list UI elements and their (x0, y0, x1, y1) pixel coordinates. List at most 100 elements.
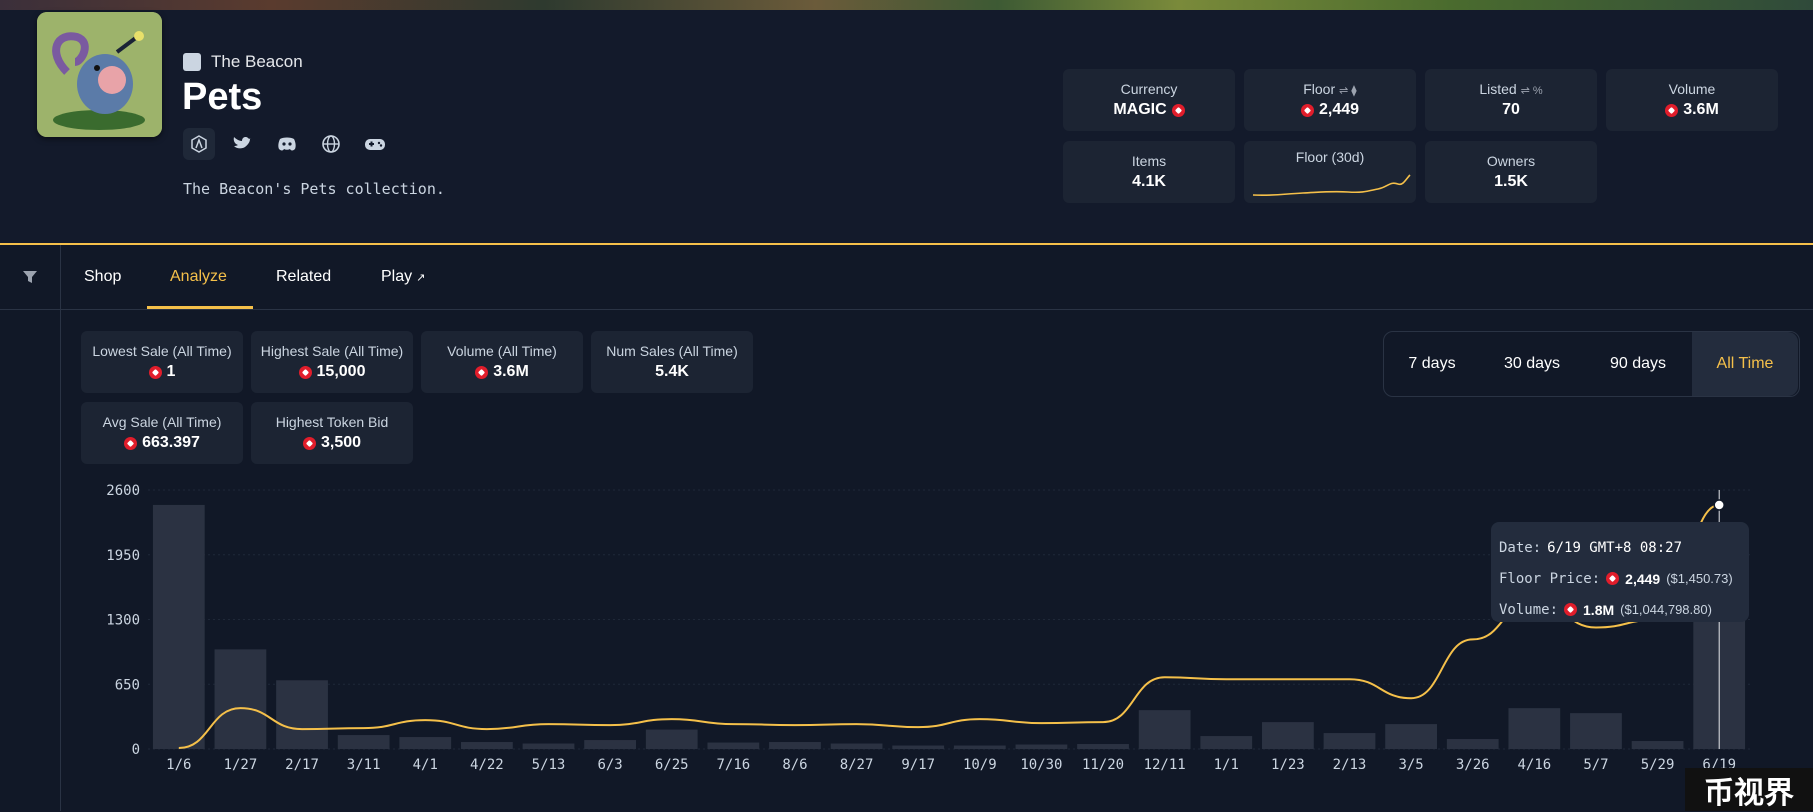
stat-label: Highest Sale (All Time) (260, 343, 404, 359)
tooltip-date: 6/19 GMT+8 08:27 (1547, 539, 1683, 556)
range-30-days[interactable]: 30 days (1503, 355, 1561, 372)
floor-volume-chart[interactable]: 0 650 1300 1950 2600 1/6 1/27 2/17 3/11 4/1 4/22 5/… (80, 480, 1780, 780)
x-tick-label: 5/7 (1583, 757, 1608, 773)
x-tick-label: 5/13 (532, 757, 566, 773)
volume-bar (1508, 708, 1561, 749)
x-tick-label: 10/30 (1020, 757, 1062, 773)
stat-value: 2,449 (1318, 101, 1360, 118)
stat-owners: Owners 1.5K (1425, 141, 1597, 203)
stat-value: 5.4K (655, 363, 689, 380)
x-tick-label: 2/17 (285, 757, 319, 773)
x-tick-label: 6/3 (597, 757, 622, 773)
stat-label: Highest Token Bid (275, 414, 389, 430)
time-range-selector: 7 days 30 days 90 days All Time (1383, 331, 1800, 397)
social-links (183, 128, 391, 160)
magic-token-icon (1564, 603, 1578, 616)
stat-label: Currency (1120, 81, 1178, 97)
tab-play[interactable]: Play ↗ (381, 245, 425, 309)
tooltip-volume-usd: ($1,044,798.80) (1620, 602, 1712, 617)
y-tick-label: 0 (132, 742, 140, 758)
magic-token-icon (302, 436, 316, 450)
discord-icon[interactable] (271, 128, 303, 160)
volume-bar (769, 742, 821, 749)
sale-stat-avg: Avg Sale (All Time) 663.397 (81, 402, 243, 464)
stat-label: Owners (1486, 153, 1536, 169)
magic-token-icon (1606, 572, 1620, 585)
x-tick-label: 10/9 (963, 757, 997, 773)
tab-related[interactable]: Related (276, 268, 332, 285)
magic-token-icon (1665, 103, 1679, 117)
filter-button[interactable] (0, 245, 60, 310)
stat-value: 1 (166, 363, 176, 380)
tooltip-floor-value: 2,449 (1625, 570, 1661, 587)
tooltip-date-label: Date: (1499, 539, 1542, 556)
volume-bar (892, 745, 945, 749)
volume-bar (152, 504, 205, 749)
hover-point (1713, 499, 1725, 511)
sale-stat-num-sales: Num Sales (All Time) 5.4K (591, 331, 753, 393)
collection-avatar (37, 12, 162, 137)
range-90-days[interactable]: 90 days (1609, 355, 1667, 372)
collection-description: The Beacon's Pets collection. (183, 180, 445, 198)
range-all-time[interactable]: All Time (1692, 332, 1798, 396)
arbitrum-icon[interactable] (183, 128, 215, 160)
x-tick-label: 7/16 (716, 757, 750, 773)
volume-bar (214, 649, 267, 749)
stat-label: Lowest Sale (All Time) (92, 343, 232, 359)
stat-label: Listed (1479, 81, 1517, 97)
volume-bar (1262, 722, 1314, 749)
x-tick-label: 2/13 (1333, 757, 1367, 773)
header-banner (0, 0, 1813, 10)
external-link-icon: ↗ (416, 271, 426, 284)
gamepad-icon[interactable] (359, 128, 391, 160)
range-7-days[interactable]: 7 days (1408, 355, 1456, 372)
x-tick-label: 11/20 (1082, 757, 1124, 773)
stat-items: Items 4.1K (1063, 141, 1235, 203)
stat-value: 15,000 (316, 363, 366, 380)
x-tick-label: 1/6 (166, 757, 191, 773)
x-tick-label: 6/25 (655, 757, 689, 773)
stat-floor-30d: Floor (30d) (1244, 141, 1416, 203)
twitter-icon[interactable] (227, 128, 259, 160)
active-tab-indicator (147, 306, 253, 309)
stat-label: Avg Sale (All Time) (102, 414, 222, 430)
stat-label: Num Sales (All Time) (606, 343, 738, 359)
magic-token-icon (148, 365, 162, 379)
tab-play-label: Play (381, 268, 413, 285)
x-tick-label: 12/11 (1144, 757, 1186, 773)
stat-label: Volume (All Time) (447, 343, 557, 359)
swap-icon[interactable]: ⇌ % (1520, 85, 1543, 97)
tab-bar (0, 245, 1813, 310)
volume-bar (337, 735, 390, 749)
volume-bar (399, 737, 452, 749)
x-tick-label: 8/6 (782, 757, 807, 773)
stat-label: Items (1131, 153, 1167, 169)
volume-bar (584, 740, 636, 749)
x-tick-label: 3/11 (347, 757, 381, 773)
tab-shop[interactable]: Shop (84, 268, 122, 285)
magic-token-icon (1171, 103, 1185, 117)
globe-icon[interactable] (315, 128, 347, 160)
x-tick-label: 3/26 (1456, 757, 1490, 773)
chart-tooltip: Date: 6/19 GMT+8 08:27 Floor Price: 2,44… (1491, 522, 1749, 622)
sale-stat-highest: Highest Sale (All Time) 15,000 (251, 331, 413, 393)
floor-price-line (178, 504, 1720, 750)
collection-header: The Beacon Pets The Beacon's Pets collec… (0, 10, 1813, 244)
volume-bar (1323, 733, 1376, 749)
stat-volume: Volume 3.6M (1606, 69, 1778, 131)
stat-listed: Listed ⇌ % 70 (1425, 69, 1597, 131)
volume-bar (707, 742, 760, 749)
filter-icon (23, 271, 37, 283)
swap-icon[interactable]: ⇌ ⧫ (1339, 85, 1357, 97)
tooltip-floor-label: Floor Price: (1499, 570, 1601, 587)
stat-value: 663.397 (142, 434, 200, 451)
sale-stat-volume: Volume (All Time) 3.6M (421, 331, 583, 393)
volume-bar (1385, 724, 1437, 749)
brand-name[interactable]: The Beacon (211, 52, 303, 71)
volume-bar (1200, 736, 1253, 749)
y-tick-label: 1300 (106, 613, 140, 629)
floor-sparkline (1252, 174, 1411, 197)
sale-stat-highest-bid: Highest Token Bid 3,500 (251, 402, 413, 464)
x-tick-label: 1/27 (224, 757, 258, 773)
tab-analyze[interactable]: Analyze (170, 268, 227, 285)
